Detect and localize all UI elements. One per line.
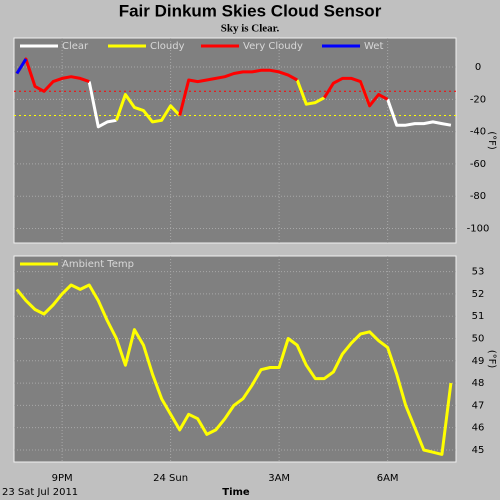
y-tick-label: 0 <box>475 62 481 73</box>
x-tick-label: 9PM <box>52 473 73 484</box>
y-axis-label: (°F) <box>486 350 497 369</box>
data-line <box>15 57 90 93</box>
plot-area <box>13 37 457 244</box>
x-tick-label: 6AM <box>377 473 399 484</box>
date-label: 23 Sat Jul 2011 <box>2 487 78 498</box>
y-tick-label: 48 <box>472 378 485 389</box>
y-tick-label: 49 <box>472 356 485 367</box>
data-line <box>323 76 389 108</box>
chart-title: Fair Dinkum Skies Cloud Sensor <box>119 1 382 20</box>
legend-label: Cloudy <box>150 41 185 52</box>
legend-label: Ambient Temp <box>62 259 134 270</box>
legend-label: Wet <box>364 41 383 52</box>
y-tick-label: -20 <box>470 94 486 105</box>
data-line <box>15 283 453 456</box>
y-axis-label: (°F) <box>486 131 497 150</box>
plot-area <box>13 255 457 463</box>
y-tick-label: 51 <box>472 311 485 322</box>
legend-label: Clear <box>62 41 89 52</box>
y-tick-label: -60 <box>470 159 486 170</box>
x-axis-label: Time <box>222 487 250 498</box>
y-tick-label: 47 <box>472 400 485 411</box>
y-tick-label: 45 <box>472 445 485 456</box>
y-tick-label: -80 <box>470 191 486 202</box>
data-line <box>386 98 452 127</box>
data-line <box>15 58 28 75</box>
x-tick-label: 24 Sun <box>153 473 188 484</box>
legend-label: Very Cloudy <box>243 41 303 52</box>
x-tick-label: 3AM <box>268 473 290 484</box>
data-line <box>114 93 181 124</box>
data-line <box>178 68 298 116</box>
y-tick-label: -40 <box>470 127 486 138</box>
y-tick-label: 52 <box>472 289 485 300</box>
y-tick-label: 46 <box>472 423 485 434</box>
y-tick-label: 53 <box>472 267 485 278</box>
chart-subtitle: Sky is Clear. <box>221 23 280 35</box>
y-tick-label: -100 <box>467 223 490 234</box>
y-tick-label: 50 <box>472 333 485 344</box>
data-line <box>295 79 326 106</box>
data-line <box>87 81 117 129</box>
